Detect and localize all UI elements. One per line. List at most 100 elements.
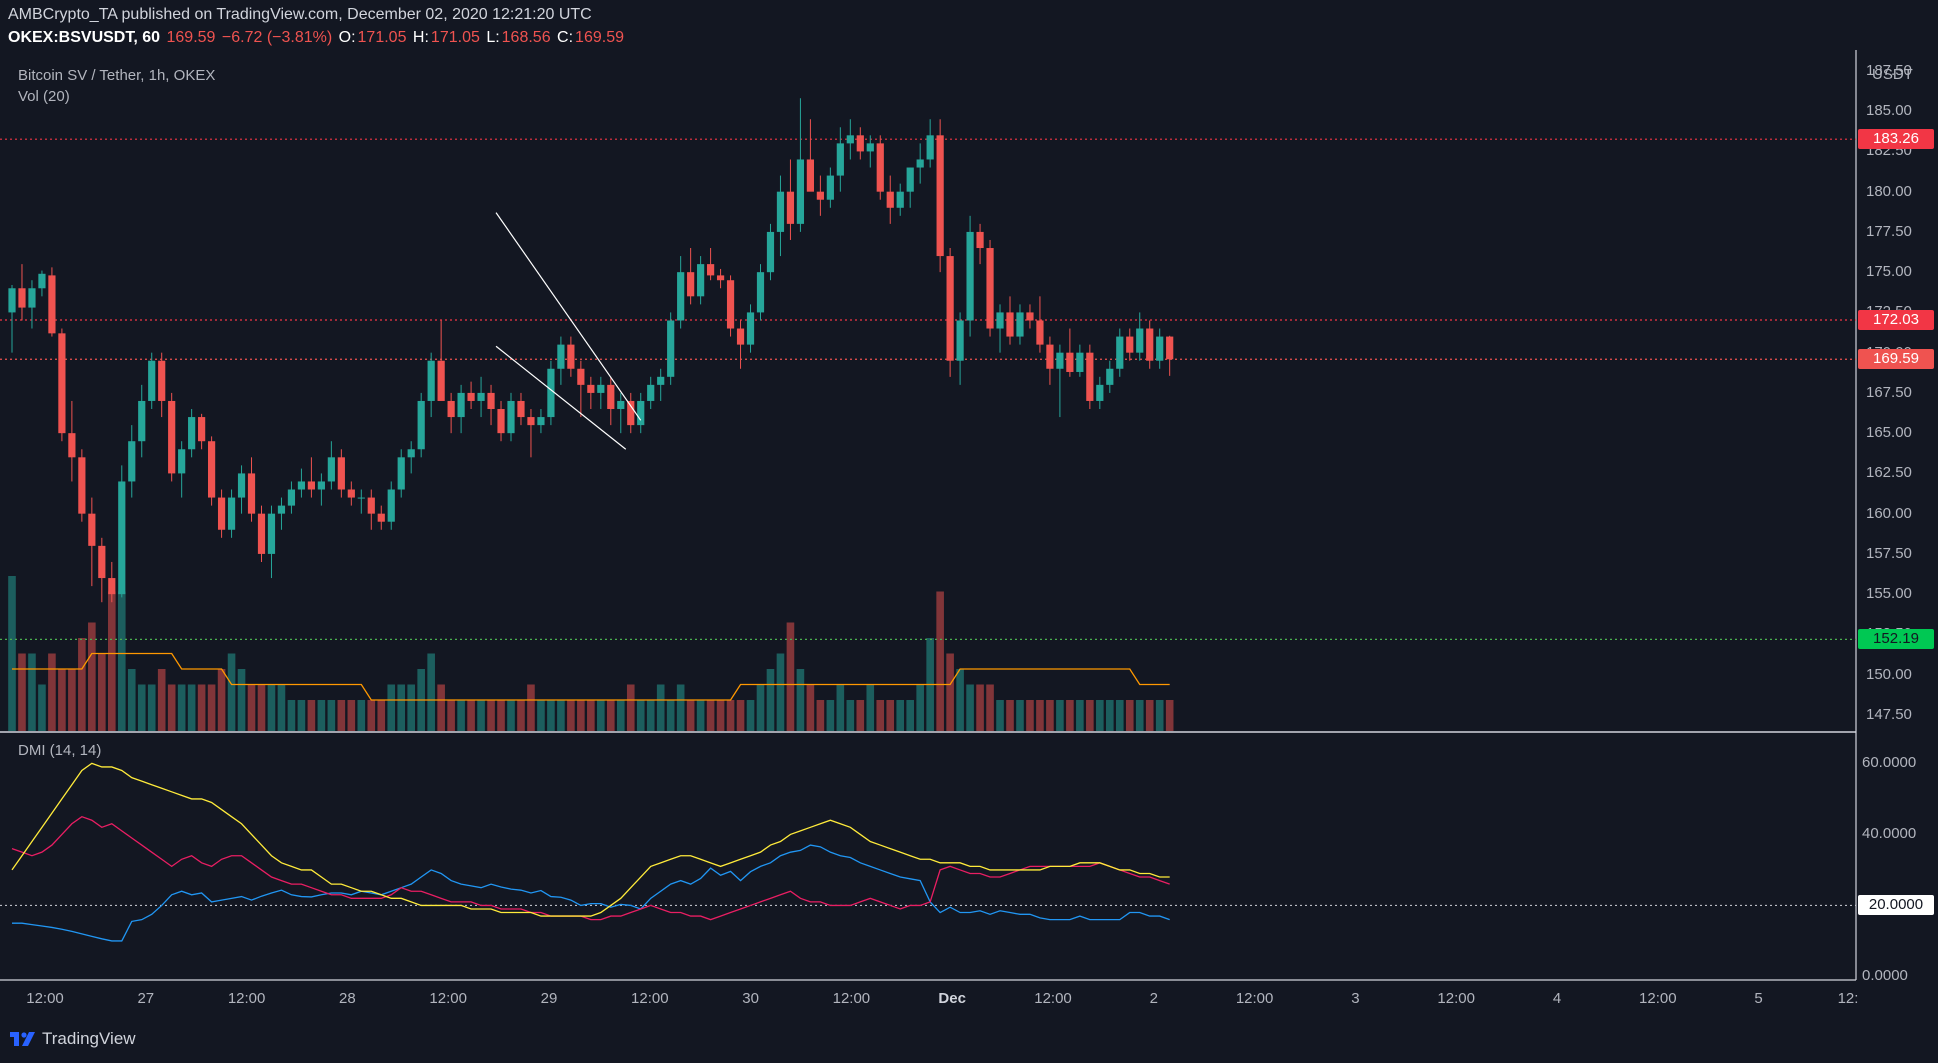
time-tick-label: 30 (742, 990, 759, 1007)
dmi-line-adx (11, 762, 1170, 917)
candle-body (317, 481, 325, 490)
volume-bar (686, 700, 695, 731)
candle-body (627, 400, 635, 426)
volume-bar (1155, 700, 1164, 731)
candle-body (1046, 344, 1054, 369)
time-tick-label: 12:00 (1034, 990, 1072, 1007)
price-tick-label: 147.50 (1866, 705, 1912, 723)
candle-body (587, 384, 595, 393)
candle-body (617, 400, 625, 410)
candle-body (1096, 384, 1104, 401)
candle-body (806, 159, 814, 192)
candle-body (567, 344, 575, 369)
price-tick-label: 160.00 (1866, 504, 1912, 522)
volume-bar (537, 700, 545, 731)
candle-body (8, 288, 16, 313)
volume-bar (38, 684, 46, 731)
volume-bar (836, 684, 845, 731)
volume-bar (1135, 700, 1144, 731)
time-tick-label: 27 (137, 990, 155, 1007)
candle-body (208, 441, 216, 498)
candle-body (946, 256, 954, 361)
low-label: L: (486, 29, 500, 46)
candle-body (467, 392, 475, 401)
volume-bar (467, 700, 475, 731)
volume-bar (597, 700, 605, 731)
trend-channel-line-1 (495, 212, 642, 421)
candle-body (886, 191, 894, 208)
tradingview-brand: TradingView (42, 1029, 136, 1048)
trend-channel-line-2 (495, 345, 627, 450)
time-tick-label: 4 (1552, 990, 1562, 1007)
candle-body (237, 473, 246, 498)
volume-bar (287, 700, 296, 731)
volume-bar (966, 684, 974, 731)
tradingview-logo[interactable]: TradingView (10, 1029, 136, 1049)
candle-body (707, 264, 715, 276)
dmi-pane-title: DMI (14, 14) (18, 742, 102, 759)
candle-body (1086, 352, 1094, 401)
change-text: −6.72 (−3.81%) (221, 29, 333, 46)
candle-body (1016, 312, 1024, 337)
volume-bar (377, 700, 386, 731)
volume-bar (327, 700, 336, 731)
candle-body (257, 513, 266, 554)
volume-bar (1086, 700, 1094, 731)
volume-bar (8, 576, 16, 731)
candle-body (148, 360, 156, 401)
candle-body (457, 392, 465, 418)
volume-bar (796, 669, 805, 731)
candle-body (746, 312, 755, 345)
time-tick-label: 12:00 (631, 990, 669, 1007)
volume-bar (68, 669, 76, 731)
candle-body (916, 159, 924, 168)
candle-body (78, 457, 86, 514)
volume-bar (916, 684, 924, 731)
candle-body (876, 143, 884, 192)
volume-bar (297, 700, 306, 731)
symbol-text: OKEX:BSVUSDT, 60 (8, 29, 161, 46)
candle-body (966, 231, 974, 321)
price-tick-label: 177.50 (1866, 222, 1912, 240)
volume-bar (846, 700, 855, 731)
candle-body (607, 384, 615, 410)
volume-bar (736, 700, 745, 731)
candle-body (417, 400, 425, 450)
volume-bar (646, 700, 655, 731)
time-tick-label: 2 (1149, 990, 1158, 1007)
candle-body (168, 400, 176, 474)
volume-bar (427, 653, 435, 731)
volume-bar (187, 684, 196, 731)
volume-pane-title: Vol (20) (18, 88, 70, 105)
volume-bar (497, 700, 505, 731)
volume-bar (167, 684, 176, 731)
volume-bar (247, 684, 256, 731)
candle-body (307, 481, 315, 490)
volume-bar (896, 700, 905, 731)
candle-body (796, 159, 805, 224)
candle-body (836, 143, 844, 176)
volume-bar (1096, 700, 1104, 731)
volume-bar (1006, 700, 1014, 731)
candle-body (227, 497, 236, 530)
volume-bar (237, 669, 246, 731)
time-tick-label: 12:00 (1437, 990, 1475, 1007)
volume-bar (1125, 700, 1134, 731)
volume-bar (726, 700, 735, 731)
volume-bar (567, 700, 575, 731)
volume-bar (1165, 700, 1174, 731)
volume-bar (876, 700, 885, 731)
candle-body (267, 513, 276, 554)
volume-bar (18, 653, 26, 731)
candle-body (507, 400, 515, 434)
candle-body (547, 368, 555, 418)
volume-bar (936, 591, 944, 731)
volume-bar (437, 684, 445, 731)
volume-bar (367, 700, 376, 731)
price-tick-label: 155.00 (1866, 585, 1912, 603)
price-badge: 183.26 (1858, 129, 1934, 150)
volume-bar (447, 700, 455, 731)
candle-body (98, 545, 106, 579)
volume-bar (397, 684, 406, 731)
